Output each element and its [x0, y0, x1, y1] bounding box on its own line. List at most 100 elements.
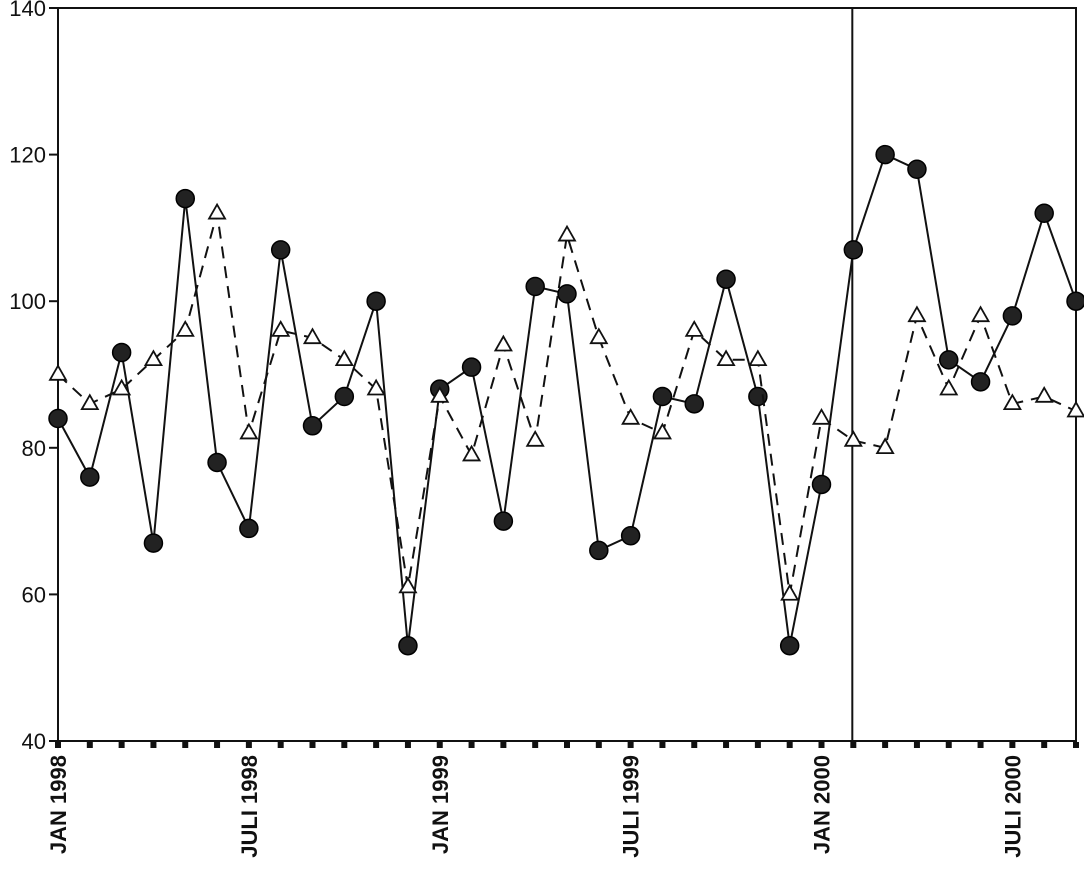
y-tick-label: 60: [22, 582, 46, 607]
x-tick: [214, 742, 221, 748]
x-tick: [627, 742, 634, 748]
series-1: [48, 144, 1084, 656]
x-tick-label: JULI 1999: [619, 755, 644, 858]
plot-border: [57, 7, 1077, 742]
data-point: [207, 202, 227, 220]
x-tick-label: JAN 1998: [46, 755, 71, 854]
y-axis: 40 60 80 100 120 140: [9, 0, 58, 754]
data-point: [811, 407, 832, 425]
plot-frame: [57, 7, 1077, 742]
data-point: [80, 467, 100, 487]
x-tick: [404, 742, 411, 748]
data-point: [366, 291, 386, 311]
data-point: [334, 386, 355, 407]
x-tick: [500, 742, 507, 748]
data-point: [462, 444, 482, 462]
x-tick: [723, 742, 730, 748]
x-axis: JAN 1998 JULI 1998 JAN 1999 JULI 1999 JAN 20…: [46, 742, 1079, 858]
x-tick: [277, 742, 284, 748]
data-point: [143, 533, 164, 553]
data-point: [493, 334, 513, 352]
data-point: [748, 386, 768, 407]
data-point: [1066, 291, 1084, 311]
data-point: [1002, 393, 1022, 411]
x-tick: [913, 742, 920, 748]
x-tick: [595, 742, 602, 748]
data-point: [716, 349, 736, 367]
x-tick: [468, 742, 475, 748]
y-tick-label: 40: [22, 729, 46, 754]
data-point: [780, 583, 800, 601]
data-point: [621, 407, 641, 425]
data-point: [557, 224, 577, 242]
y-tick-label: 100: [9, 289, 46, 314]
data-point: [907, 305, 927, 323]
x-tick: [564, 742, 570, 748]
data-point: [366, 378, 386, 396]
data-point: [589, 540, 609, 561]
data-point: [239, 518, 259, 539]
data-point: [939, 378, 959, 396]
x-tick: [1073, 742, 1079, 748]
data-point: [684, 394, 704, 414]
x-tick: [818, 742, 825, 748]
x-tick: [850, 742, 857, 748]
x-tick-label: JAN 2000: [810, 755, 835, 854]
x-tick: [245, 742, 252, 748]
data-point: [112, 378, 132, 396]
data-point: [748, 349, 768, 367]
data-point: [843, 429, 863, 447]
x-tick: [1009, 742, 1016, 748]
data-point: [1034, 385, 1054, 403]
data-point: [334, 349, 354, 367]
x-tick: [436, 742, 443, 748]
data-point: [493, 511, 514, 531]
x-tick: [882, 742, 889, 748]
data-point: [620, 526, 641, 546]
x-tick-label: JULI 2000: [1000, 755, 1025, 858]
data-point: [970, 372, 991, 392]
data-point: [270, 240, 291, 260]
data-point: [939, 350, 959, 370]
data-point: [1002, 306, 1023, 326]
data-point: [302, 416, 323, 436]
x-tick: [1041, 742, 1048, 748]
data-point: [302, 327, 323, 345]
x-tick: [786, 742, 793, 748]
data-point: [684, 320, 704, 337]
x-tick-label: JULI 1998: [237, 755, 262, 858]
y-tick-label: 120: [9, 143, 46, 168]
y-tick-label: 140: [9, 0, 46, 21]
data-point: [175, 320, 195, 337]
data-point: [271, 320, 291, 337]
x-tick: [373, 742, 380, 748]
data-point: [843, 240, 864, 260]
data-point: [907, 159, 927, 180]
data-point: [779, 635, 800, 656]
data-point: [111, 342, 132, 363]
data-point: [1066, 400, 1084, 418]
x-tick-label: JAN 1999: [428, 755, 453, 854]
data-point: [811, 474, 832, 495]
data-point: [175, 188, 195, 209]
series-line: [57, 212, 1077, 595]
data-point: [525, 276, 545, 297]
x-tick: [754, 742, 761, 748]
data-point: [80, 393, 100, 411]
data-point: [875, 437, 895, 455]
y-tick-label: 80: [22, 436, 46, 461]
data-point: [430, 385, 450, 403]
data-point: [398, 635, 418, 656]
data-point: [1034, 203, 1054, 223]
x-tick: [309, 742, 316, 748]
data-point: [557, 284, 577, 304]
x-tick: [532, 742, 539, 748]
data-point: [716, 269, 736, 289]
x-tick: [182, 742, 189, 748]
data-point: [652, 386, 673, 407]
data-point: [143, 349, 163, 367]
x-tick: [118, 742, 125, 748]
data-point: [398, 576, 418, 594]
x-tick: [86, 742, 93, 748]
